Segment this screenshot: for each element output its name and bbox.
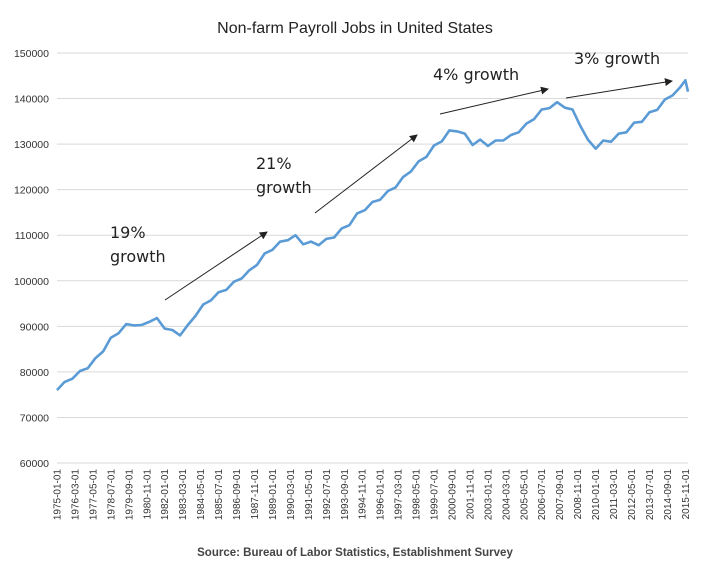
x-tick-label: 2011-03-01: [609, 469, 620, 520]
x-tick-label: 1989-01-01: [268, 469, 279, 521]
x-tick-label: 2007-09-01: [555, 469, 566, 521]
x-tick-label: 1992-07-01: [322, 469, 333, 521]
x-tick-label: 1976-03-01: [70, 469, 81, 521]
x-tick-label: 1998-05-01: [412, 469, 423, 521]
x-tick-label: 1978-07-01: [106, 469, 117, 521]
x-tick-label: 1993-09-01: [340, 469, 351, 521]
x-tick-label: 1977-05-01: [88, 469, 99, 521]
x-tick-label: 1986-09-01: [232, 469, 243, 521]
annotation-21-growth: growth: [256, 178, 312, 197]
y-tick-label: 150000: [14, 48, 49, 60]
x-tick-label: 2001-11-01: [465, 469, 476, 520]
x-tick-label: 1994-11-01: [358, 469, 369, 520]
x-tick-label: 1975-01-01: [53, 469, 64, 521]
annotation-arrow-3: [565, 78, 673, 99]
y-tick-label: 110000: [15, 230, 49, 242]
x-tick-label: 2010-01-01: [591, 469, 602, 521]
x-tick-label: 2015-11-01: [681, 469, 692, 520]
y-axis-ticks: 60000 70000 80000 90000 100000 110000 120000 13…: [14, 48, 49, 470]
y-tick-label: 90000: [20, 321, 49, 333]
x-tick-label: 1982-01-01: [160, 469, 171, 521]
x-tick-label: 2006-07-01: [537, 469, 548, 521]
x-tick-label: 1979-09-01: [124, 469, 135, 521]
x-tick-label: 2000-09-01: [448, 469, 459, 521]
x-tick-label: 1987-11-01: [250, 469, 261, 520]
annotation-3-percent: 3% growth: [574, 49, 660, 68]
y-tick-label: 70000: [20, 412, 49, 424]
annotation-19-growth: growth: [110, 247, 166, 266]
annotation-arrow-19: [164, 231, 268, 301]
series-line-payroll-jobs: [56, 79, 690, 391]
x-tick-label: 2012-05-01: [627, 469, 638, 521]
y-tick-label: 60000: [20, 458, 49, 470]
x-tick-label: 1990-03-01: [286, 469, 297, 521]
chart-title: Non-farm Payroll Jobs in United States: [217, 20, 493, 37]
annotation-arrow-4: [439, 86, 549, 115]
annotation-19-percent: 19%: [110, 223, 146, 242]
x-tick-label: 1985-07-01: [214, 469, 225, 521]
x-tick-label: 1983-03-01: [178, 469, 189, 521]
x-tick-label: 1991-05-01: [304, 469, 315, 521]
y-tick-label: 120000: [14, 185, 49, 197]
x-tick-label: 1999-07-01: [429, 469, 440, 521]
x-tick-label: 1997-03-01: [394, 469, 405, 521]
y-tick-label: 130000: [14, 139, 49, 151]
x-tick-label: 1980-11-01: [142, 469, 153, 520]
x-tick-label: 1984-05-01: [196, 469, 207, 521]
annotation-21-percent: 21%: [256, 154, 292, 173]
x-axis-ticks: 1975-01-01 1976-03-01 1977-05-01 1978-07-01…: [53, 469, 692, 521]
y-tick-label: 140000: [14, 94, 49, 106]
x-tick-label: 2004-03-01: [501, 469, 512, 521]
x-tick-label: 2003-01-01: [483, 469, 494, 521]
y-tick-label: 100000: [14, 276, 49, 288]
x-tick-label: 2008-11-01: [573, 469, 584, 520]
x-tick-label: 1996-01-01: [376, 469, 387, 521]
source-note: Source: Bureau of Labor Statistics, Esta…: [197, 547, 513, 559]
annotation-arrow-21: [314, 134, 418, 214]
annotation-4-percent: 4% growth: [433, 65, 519, 84]
x-tick-label: 2005-05-01: [519, 469, 530, 521]
x-tick-label: 2013-07-01: [645, 469, 656, 521]
y-tick-label: 80000: [20, 367, 49, 379]
x-tick-label: 2014-09-01: [663, 469, 674, 521]
